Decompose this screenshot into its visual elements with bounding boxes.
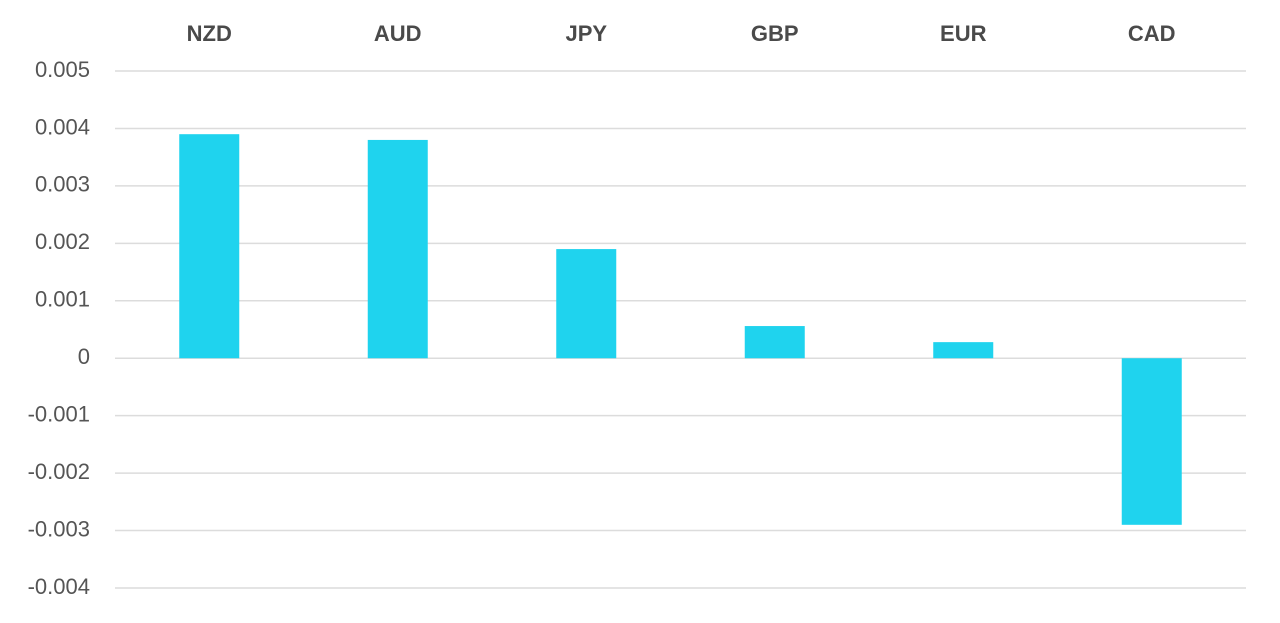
bar — [933, 342, 994, 359]
x-tick-label: AUD — [374, 21, 422, 46]
y-tick-label: -0.002 — [28, 459, 90, 484]
y-tick-label: -0.003 — [28, 516, 90, 541]
bar — [367, 139, 428, 359]
bar — [1121, 358, 1182, 525]
y-tick-label: 0.001 — [35, 287, 90, 312]
y-tick-label: 0.005 — [35, 57, 90, 82]
y-tick-label: 0.002 — [35, 229, 90, 254]
y-tick-label: -0.001 — [28, 401, 90, 426]
x-tick-label: EUR — [940, 21, 987, 46]
x-tick-label: CAD — [1128, 21, 1176, 46]
y-tick-label: 0.004 — [35, 114, 90, 139]
x-tick-label: JPY — [565, 21, 607, 46]
y-tick-label: 0.003 — [35, 172, 90, 197]
bar — [179, 134, 240, 359]
x-tick-label: NZD — [187, 21, 232, 46]
x-tick-label: GBP — [751, 21, 799, 46]
bar — [556, 249, 617, 359]
y-tick-label: 0 — [78, 344, 90, 369]
bar — [744, 326, 805, 359]
y-tick-label: -0.004 — [28, 574, 90, 599]
